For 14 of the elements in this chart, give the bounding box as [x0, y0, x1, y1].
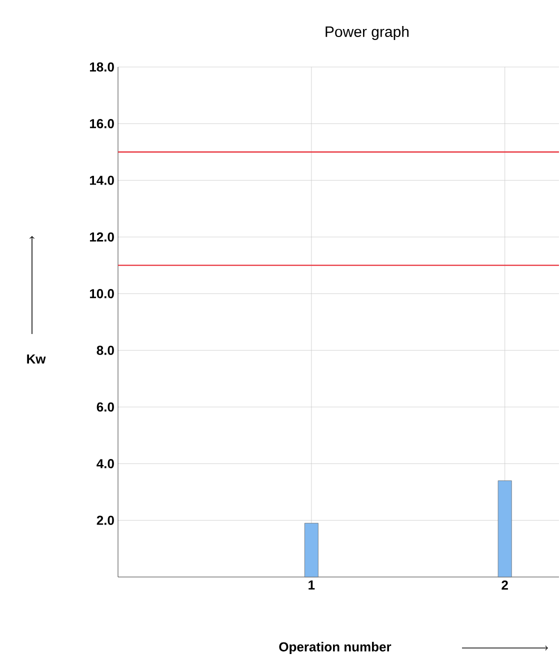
- y-tick-label: 16.0: [90, 119, 114, 128]
- y-tick-label: 18.0: [90, 62, 114, 72]
- y-tick-label: 4.0: [96, 459, 114, 468]
- y-tick-label: 2.0: [97, 516, 114, 525]
- x-tick-label: 1: [308, 580, 315, 590]
- x-axis-title: Operation number: [279, 642, 392, 654]
- y-tick-label: 14.0: [90, 176, 114, 185]
- y-tick-label: 12.0: [90, 232, 114, 242]
- y-tick-label: 6.0: [97, 402, 114, 412]
- chart-title: Power graph: [326, 26, 409, 40]
- y-tick-label: 8.0: [97, 346, 114, 355]
- y-axis-title: Kw: [27, 354, 46, 364]
- x-tick-label: 2: [502, 580, 508, 590]
- y-tick-label: 10.0: [90, 289, 114, 298]
